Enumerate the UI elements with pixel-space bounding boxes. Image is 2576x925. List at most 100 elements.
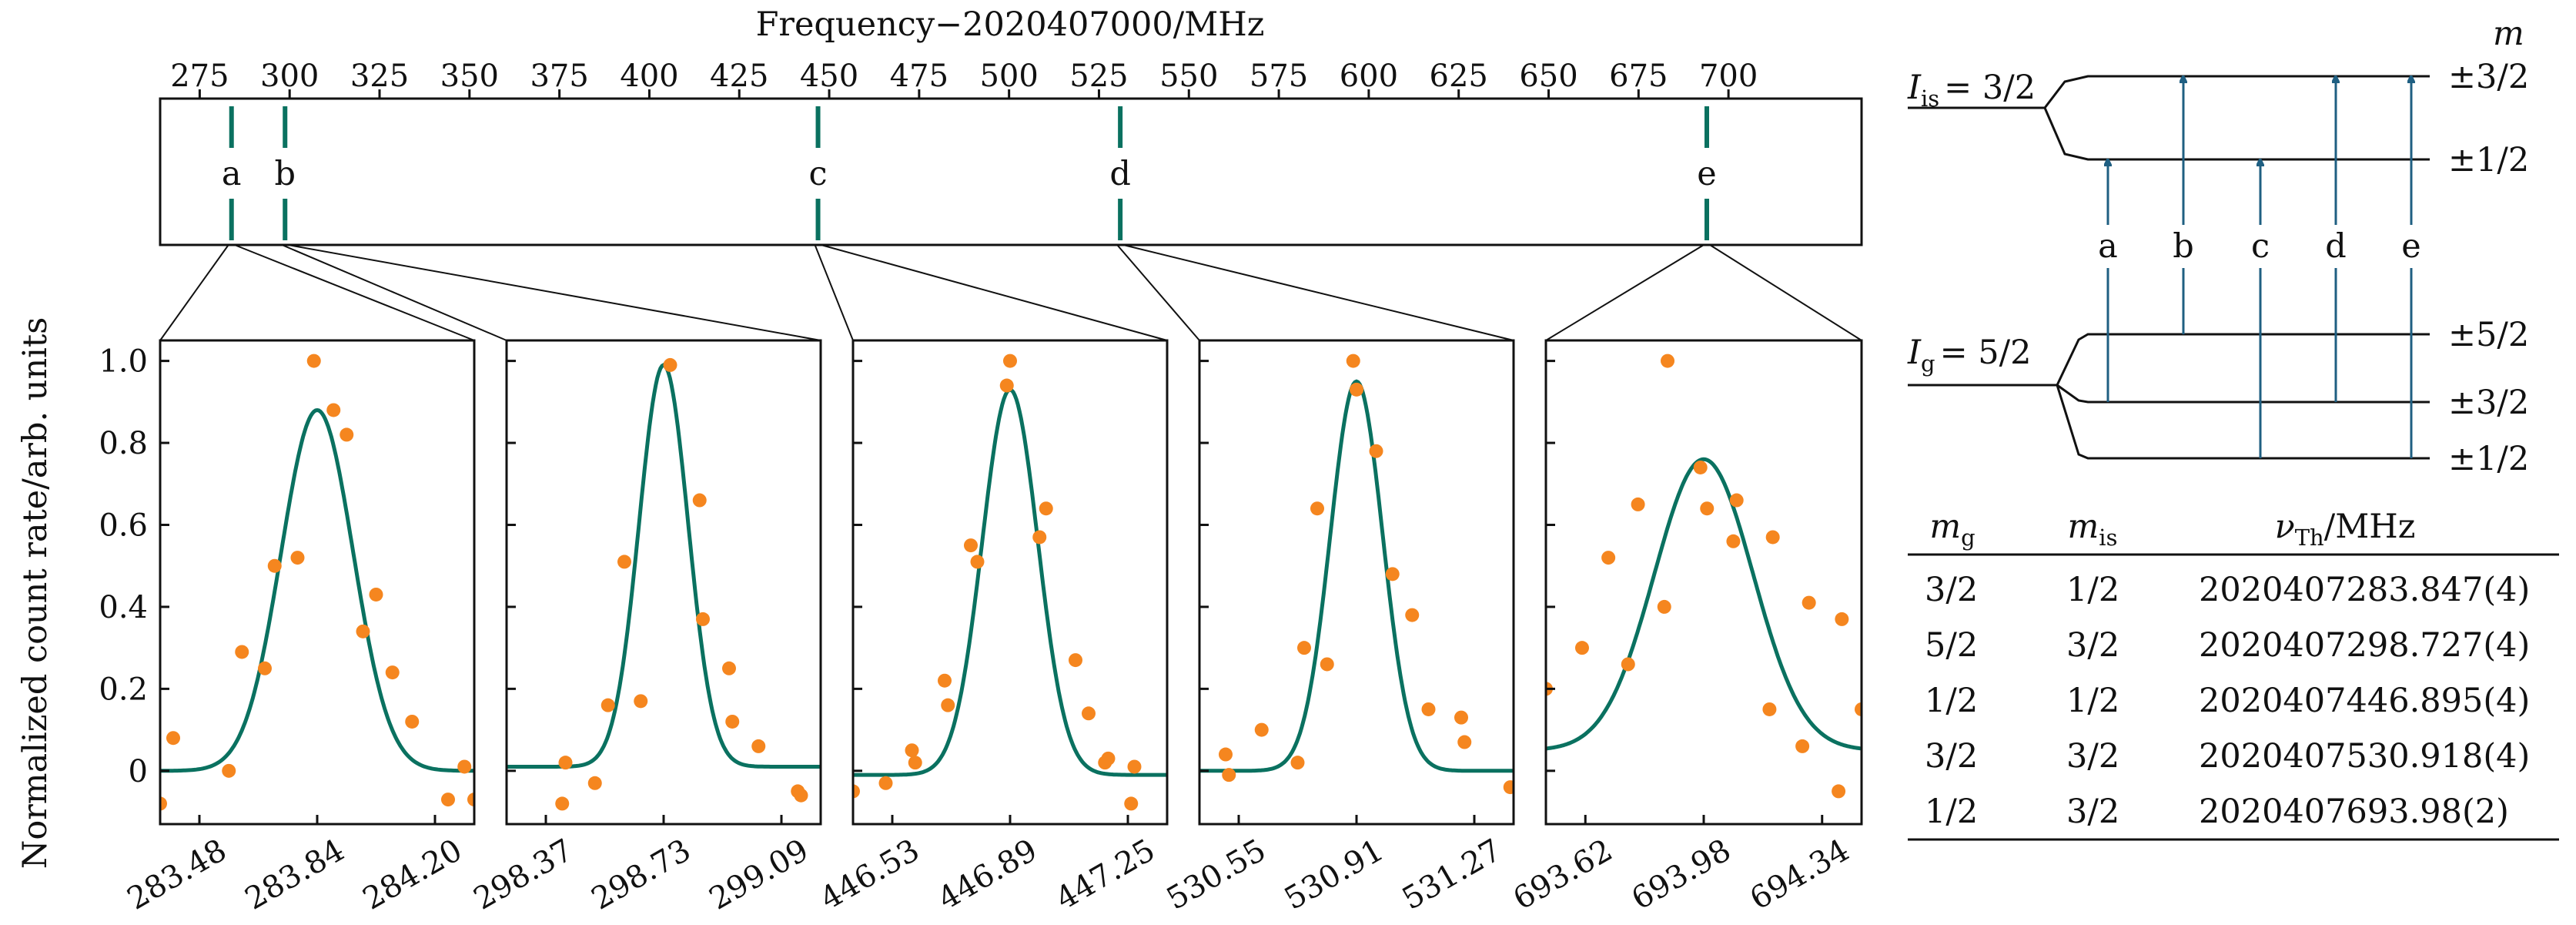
panel-frame [851,339,1169,826]
transition-label-c: c [2251,227,2270,266]
m-header: m [2493,15,2524,53]
data-point [1039,501,1053,516]
data-point [555,796,570,811]
zoom-connector-right [288,244,821,341]
overview-tick-label: 375 [530,59,588,94]
table-cell: 3/2 [1925,737,1978,776]
panel-2: 298.37 298.73 299.09 [468,339,822,917]
zoom-connector-right [234,244,475,341]
overview-line-label-e: e [1697,155,1716,193]
overview-line-label-c: c [808,155,827,193]
table-cell: 1/2 [1925,682,1978,720]
x-tick-label: 530.91 [1279,833,1390,917]
ground-m-3-2: ±3/2 [2448,384,2529,422]
overview-tick-label: 350 [440,59,499,94]
data-point [1574,641,1589,655]
table-cell: 3/2 [1925,571,1978,609]
overview-tick-label: 675 [1609,59,1668,94]
data-point [725,714,740,729]
data-point [1310,501,1324,516]
table-body: 3/2 1/2 2020407283.847(4) 5/2 3/2 2020407298.… [1925,571,2530,831]
data-point [970,555,985,569]
transition-label-d: d [2325,227,2347,266]
upper-state-split-1-2 [2043,107,2430,161]
data-point [267,558,282,573]
data-point [1369,444,1383,458]
header-mis-sub: is [2099,525,2117,551]
data-point [369,587,383,602]
fit-curve [1199,379,1514,773]
upper-state-label: Iis = 3/2 [1907,69,2036,112]
data-point [385,665,400,680]
zoom-connector-left [159,244,229,341]
fit-curve [1546,457,1862,751]
fit-curve [853,387,1167,777]
zoom-connector-left [281,244,507,341]
header-nu-main: ν [2275,508,2295,546]
x-tick-label: 447.25 [1050,833,1161,917]
data-point [1219,747,1233,762]
x-tick-label: 284.20 [357,833,468,917]
table-cell: 5/2 [1925,626,1978,665]
ground-label-main: I [1907,333,1922,372]
data-point [1661,354,1675,368]
data-point [1726,534,1741,548]
data-point [853,784,860,799]
x-tick-label: 530.55 [1161,833,1272,917]
ground-m-5-2: ±5/2 [2448,316,2529,354]
upper-label-main: I [1907,69,1922,107]
data-point [222,763,236,778]
upper-state-line [1908,75,2430,109]
overview-tick-label: 650 [1519,59,1577,94]
data-point [663,357,677,372]
upper-label-value: = 3/2 [1944,69,2036,107]
x-tick-label: 283.48 [122,833,233,917]
overview-tick-label: 600 [1340,59,1398,94]
data-point [290,551,305,565]
data-point [1601,551,1616,565]
data-point [1693,460,1708,474]
data-point [941,698,955,712]
table-cell: 3/2 [2066,626,2119,665]
data-point [1765,530,1780,545]
panel-frame [505,339,822,826]
ground-state-split-1-2 [2056,384,2430,460]
zoom-connector-left [814,244,854,341]
data-point [617,555,631,569]
data-point [1082,706,1096,721]
x-tick-label: 446.89 [932,833,1043,917]
table-cell: 2020407530.918(4) [2199,737,2530,776]
overview-tick-label: 300 [260,59,319,94]
data-point [1802,595,1816,610]
zoom-connector-right [1122,244,1514,341]
data-point [938,673,952,688]
data-point [1421,702,1436,716]
table-cell: 1/2 [1925,793,1978,831]
y-tick-label: 1.0 [99,344,148,380]
data-point [235,645,249,659]
data-point [1320,657,1334,672]
overview-line-label-d: d [1109,155,1131,193]
overview-tick-label: 325 [350,59,409,94]
overview-tick-label: 475 [890,59,948,94]
zoom-panels: Normalized count rate/arb. units 0 0.2 0.4… [16,317,1863,917]
ground-label-sub: g [1921,350,1935,377]
data-point [1405,608,1420,622]
overview-tick-label: 550 [1159,59,1218,94]
upper-m-3-2: ±3/2 [2448,58,2529,96]
table-header-mg: mg [1929,508,1975,551]
data-point [166,731,180,746]
overview-line-label-b: b [274,155,296,193]
table-cell: 1/2 [2066,571,2119,609]
x-tick-label: 298.73 [586,833,697,917]
table-cell: 2020407298.727(4) [2199,626,2530,665]
data-point [356,624,370,638]
data-point [1762,702,1777,716]
data-point [587,776,602,790]
x-tick-label: 298.37 [468,833,579,917]
header-nu-rest: /MHz [2324,508,2416,546]
data-point [1032,530,1047,545]
fit-curve [507,363,821,769]
data-point [1832,784,1846,799]
